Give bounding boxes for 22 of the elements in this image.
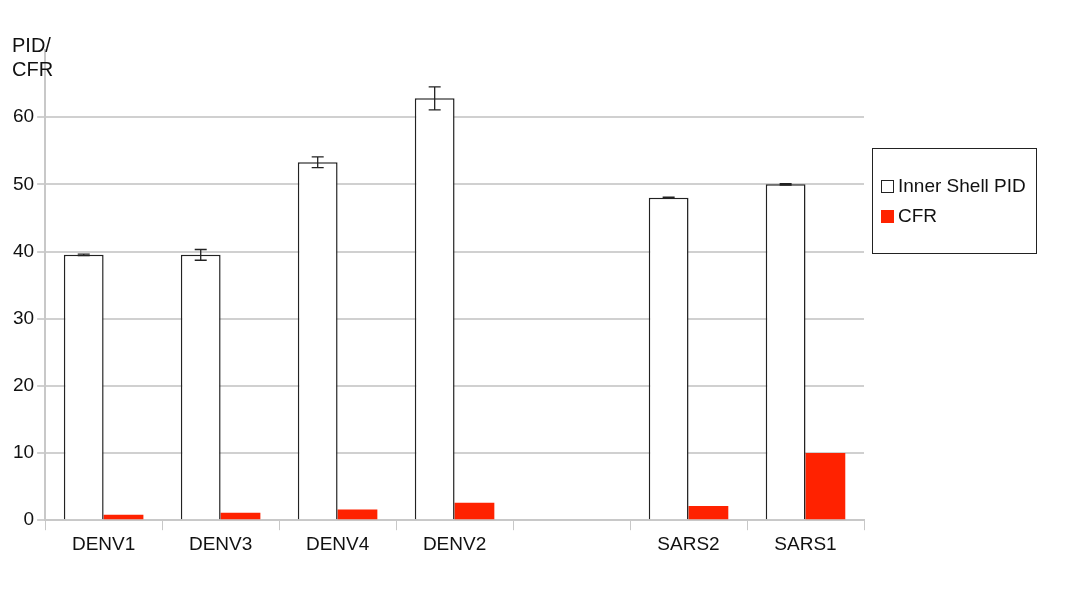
- y-tick-label: 60: [12, 105, 35, 127]
- y-tick-label: 30: [12, 306, 35, 328]
- x-tick-label: DENV2: [422, 532, 487, 554]
- x-tick-label: DENV3: [188, 532, 253, 554]
- bar: [337, 509, 378, 520]
- bar: [688, 506, 729, 520]
- x-tick-label: DENV1: [71, 532, 136, 554]
- bar: [805, 453, 846, 520]
- x-tick-label: DENV4: [305, 532, 370, 554]
- x-tick-label: SARS1: [774, 532, 837, 554]
- text: Inner Shell PID: [898, 174, 1026, 198]
- y-tick-label: 20: [12, 374, 35, 396]
- y-tick-label: 50: [12, 172, 35, 194]
- y-tick-label: 10: [12, 441, 35, 463]
- x-tick-label: SARS2: [657, 532, 720, 554]
- y-tick-label: 40: [12, 239, 35, 261]
- legend-label: CFR: [898, 204, 938, 228]
- y-tick-label: 0: [23, 508, 35, 530]
- bar: [454, 502, 495, 520]
- y-axis-title: PID/ CFR: [12, 33, 54, 80]
- bar: [220, 512, 261, 520]
- bar: [103, 514, 144, 520]
